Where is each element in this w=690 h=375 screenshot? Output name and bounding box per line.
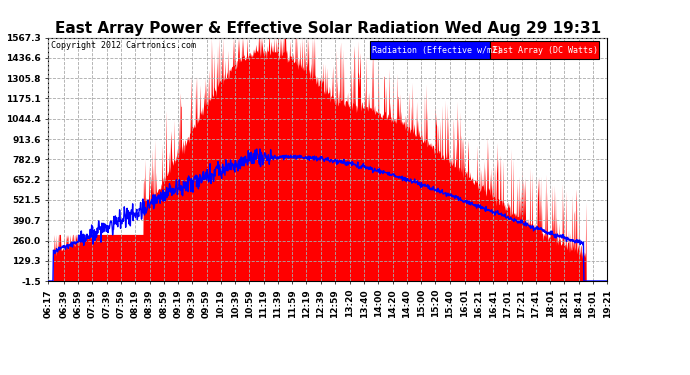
FancyBboxPatch shape (490, 41, 599, 59)
Text: East Array (DC Watts): East Array (DC Watts) (493, 46, 598, 55)
Title: East Array Power & Effective Solar Radiation Wed Aug 29 19:31: East Array Power & Effective Solar Radia… (55, 21, 601, 36)
Text: Radiation (Effective w/m2): Radiation (Effective w/m2) (373, 46, 502, 55)
Text: Copyright 2012 Cartronics.com: Copyright 2012 Cartronics.com (51, 41, 196, 50)
FancyBboxPatch shape (370, 41, 490, 59)
